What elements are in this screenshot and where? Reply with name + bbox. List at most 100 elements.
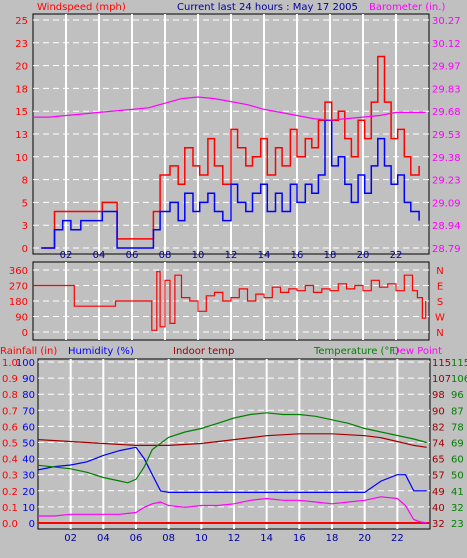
p3-y-tick-temp: 69 bbox=[451, 439, 464, 450]
p3-x-tick: 18 bbox=[326, 533, 339, 544]
p3-y-tick-temp: 60 bbox=[451, 455, 464, 466]
p2-y-tick-left: 360 bbox=[9, 266, 28, 277]
p2-y-tick-right: N bbox=[436, 266, 443, 277]
p3-y-tick-indoor: 74 bbox=[432, 439, 445, 450]
p1-y-tick-left: 8 bbox=[22, 176, 28, 187]
p3-y-tick-rain: 0.4 bbox=[2, 455, 18, 466]
p1-y-tick-right: 30.27 bbox=[432, 16, 461, 27]
p3-y-tick-rain: 0.1 bbox=[2, 503, 18, 514]
indoor-temp-series bbox=[37, 433, 427, 448]
p1-x-tick: 06 bbox=[126, 250, 139, 261]
p3-x-tick: 22 bbox=[391, 533, 404, 544]
p1-y-tick-right: 29.38 bbox=[432, 153, 461, 164]
p3-y-tick-temp: 23 bbox=[451, 519, 464, 530]
p1-x-tick: 10 bbox=[192, 250, 205, 261]
p1-y-tick-right: 29.83 bbox=[432, 84, 461, 95]
p3-x-tick: 06 bbox=[130, 533, 143, 544]
chart-title: Current last 24 hours : May 17 2005 bbox=[177, 2, 358, 13]
p3-y-tick-humidity: 80 bbox=[22, 390, 35, 401]
p2-y-tick-right: W bbox=[435, 313, 445, 324]
p3-y-tick-rain: 0.3 bbox=[2, 471, 18, 482]
p3-y-tick-indoor: 98 bbox=[432, 390, 445, 401]
p1-y-tick-right: 29.68 bbox=[432, 107, 461, 118]
windspeed-gust-series bbox=[41, 55, 420, 249]
p3-y-tick-humidity: 60 bbox=[22, 422, 35, 433]
p1-y-tick-right: 29.53 bbox=[432, 130, 461, 141]
barometer-axis-label: Barometer (in.) bbox=[369, 2, 445, 13]
p3-y-tick-humidity: 40 bbox=[22, 455, 35, 466]
p3-y-tick-indoor: 115 bbox=[432, 358, 451, 369]
p3-y-tick-rain: 0.0 bbox=[2, 519, 18, 530]
p2-y-tick-right: N bbox=[436, 328, 443, 339]
p3-y-tick-temp: 96 bbox=[451, 390, 464, 401]
p3-y-tick-temp: 87 bbox=[451, 406, 464, 417]
p1-y-tick-left: 18 bbox=[15, 84, 28, 95]
p3-y-tick-rain: 0.2 bbox=[2, 487, 18, 498]
p3-y-tick-indoor: 32 bbox=[432, 519, 445, 530]
p2-y-tick-left: 90 bbox=[15, 313, 28, 324]
p1-y-tick-left: 15 bbox=[15, 107, 28, 118]
indoor-temp-label: Indoor temp bbox=[173, 346, 234, 357]
dewpoint-axis-label: Dew Point bbox=[392, 346, 442, 357]
p1-y-tick-right: 28.94 bbox=[432, 221, 461, 232]
p3-y-tick-indoor: 57 bbox=[432, 471, 445, 482]
p3-y-tick-temp: 32 bbox=[451, 503, 464, 514]
p3-y-tick-humidity: 70 bbox=[22, 406, 35, 417]
p1-x-tick: 12 bbox=[225, 250, 238, 261]
dewpoint-series bbox=[38, 496, 427, 524]
p3-x-tick: 10 bbox=[195, 533, 208, 544]
p3-y-tick-humidity: 50 bbox=[22, 439, 35, 450]
p3-x-tick: 02 bbox=[64, 533, 77, 544]
p2-y-tick-left: 180 bbox=[9, 297, 28, 308]
rainfall-axis-label: Rainfall (in) bbox=[0, 346, 57, 357]
p1-x-tick: 16 bbox=[291, 250, 304, 261]
p1-x-tick: 20 bbox=[357, 250, 370, 261]
p2-y-tick-right: S bbox=[437, 297, 443, 308]
p3-y-tick-indoor: 40 bbox=[432, 503, 445, 514]
p3-y-tick-rain: 0.5 bbox=[2, 439, 18, 450]
humidity-series bbox=[37, 446, 427, 493]
p3-y-tick-rain: 0.8 bbox=[2, 390, 18, 401]
p3-x-tick: 14 bbox=[260, 533, 273, 544]
p3-x-tick: 08 bbox=[162, 533, 175, 544]
p3-x-tick: 20 bbox=[358, 533, 371, 544]
p1-x-tick: 14 bbox=[258, 250, 271, 261]
p1-x-tick: 08 bbox=[159, 250, 172, 261]
p3-y-tick-humidity: 90 bbox=[22, 374, 35, 385]
p1-y-tick-left: 3 bbox=[22, 221, 28, 232]
p3-y-tick-rain: 0.6 bbox=[2, 422, 18, 433]
p1-y-tick-left: 25 bbox=[15, 16, 28, 27]
p1-y-tick-left: 5 bbox=[22, 198, 28, 209]
p3-y-tick-temp: 41 bbox=[451, 487, 464, 498]
p3-y-tick-indoor: 65 bbox=[432, 455, 445, 466]
p1-y-tick-left: 23 bbox=[15, 39, 28, 50]
p3-y-tick-humidity: 20 bbox=[22, 487, 35, 498]
p3-y-tick-indoor: 49 bbox=[432, 487, 445, 498]
humidity-axis-label: Humidity (%) bbox=[68, 346, 134, 357]
p3-y-tick-temp: 106 bbox=[451, 374, 467, 385]
p3-y-tick-humidity: 30 bbox=[22, 471, 35, 482]
windspeed-average-series bbox=[41, 119, 420, 249]
p3-y-tick-rain: 0.7 bbox=[2, 406, 18, 417]
p3-x-tick: 04 bbox=[97, 533, 110, 544]
temperature-series bbox=[37, 412, 427, 484]
windspeed-axis-label: Windspeed (mph) bbox=[37, 2, 126, 13]
p1-y-tick-right: 29.97 bbox=[432, 62, 461, 73]
p3-y-tick-rain: 1.0 bbox=[2, 358, 18, 369]
wind-direction-series bbox=[33, 271, 427, 331]
p2-y-tick-left: 0 bbox=[22, 328, 28, 339]
p1-x-tick: 18 bbox=[324, 250, 337, 261]
p1-y-tick-right: 28.79 bbox=[432, 244, 461, 255]
p1-y-tick-right: 30.12 bbox=[432, 39, 461, 50]
barometer-series bbox=[33, 96, 426, 121]
p3-y-tick-humidity: 0 bbox=[29, 519, 35, 530]
p3-x-tick: 16 bbox=[293, 533, 306, 544]
p2-y-tick-right: E bbox=[437, 282, 443, 293]
p1-x-tick: 02 bbox=[60, 250, 73, 261]
temperature-axis-label: Temperature (°F) bbox=[313, 346, 399, 357]
p3-y-tick-humidity: 10 bbox=[22, 503, 35, 514]
p3-x-tick: 12 bbox=[228, 533, 241, 544]
p1-x-tick: 22 bbox=[390, 250, 403, 261]
p3-y-tick-indoor: 107 bbox=[432, 374, 451, 385]
